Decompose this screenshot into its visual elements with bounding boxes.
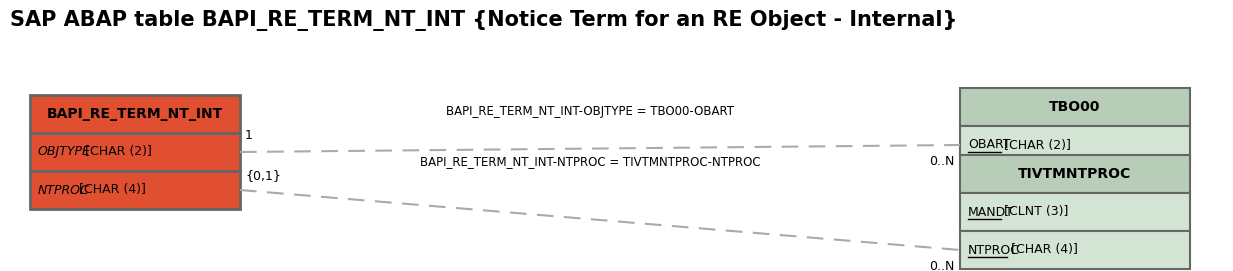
Text: [CHAR (4)]: [CHAR (4)] (75, 183, 145, 196)
Text: BAPI_RE_TERM_NT_INT-NTPROC = TIVTMNTPROC-NTPROC: BAPI_RE_TERM_NT_INT-NTPROC = TIVTMNTPROC… (419, 156, 761, 169)
Text: SAP ABAP table BAPI_RE_TERM_NT_INT {Notice Term for an RE Object - Internal}: SAP ABAP table BAPI_RE_TERM_NT_INT {Noti… (10, 10, 957, 31)
Text: BAPI_RE_TERM_NT_INT-OBJTYPE = TBO00-OBART: BAPI_RE_TERM_NT_INT-OBJTYPE = TBO00-OBAR… (446, 105, 734, 118)
FancyBboxPatch shape (961, 88, 1190, 126)
Text: OBJTYPE: OBJTYPE (38, 146, 91, 159)
Text: 1: 1 (245, 129, 253, 142)
FancyBboxPatch shape (961, 155, 1190, 193)
Text: BAPI_RE_TERM_NT_INT: BAPI_RE_TERM_NT_INT (47, 107, 223, 121)
Text: [CHAR (2)]: [CHAR (2)] (81, 146, 152, 159)
Text: [CLNT (3)]: [CLNT (3)] (1000, 205, 1069, 218)
Text: {0,1}: {0,1} (245, 169, 281, 182)
Text: OBART: OBART (968, 138, 1011, 151)
Text: 0..N: 0..N (930, 260, 956, 271)
FancyBboxPatch shape (961, 193, 1190, 231)
FancyBboxPatch shape (961, 231, 1190, 269)
Text: NTPROC: NTPROC (968, 244, 1020, 256)
FancyBboxPatch shape (30, 171, 240, 209)
FancyBboxPatch shape (30, 133, 240, 171)
Text: [CHAR (4)]: [CHAR (4)] (1007, 244, 1078, 256)
Text: TIVTMNTPROC: TIVTMNTPROC (1018, 167, 1132, 181)
Text: MANDT: MANDT (968, 205, 1014, 218)
FancyBboxPatch shape (30, 95, 240, 133)
Text: 0..N: 0..N (930, 155, 956, 168)
FancyBboxPatch shape (961, 126, 1190, 164)
Text: NTPROC: NTPROC (38, 183, 90, 196)
Text: [CHAR (2)]: [CHAR (2)] (1000, 138, 1071, 151)
Text: TBO00: TBO00 (1049, 100, 1101, 114)
